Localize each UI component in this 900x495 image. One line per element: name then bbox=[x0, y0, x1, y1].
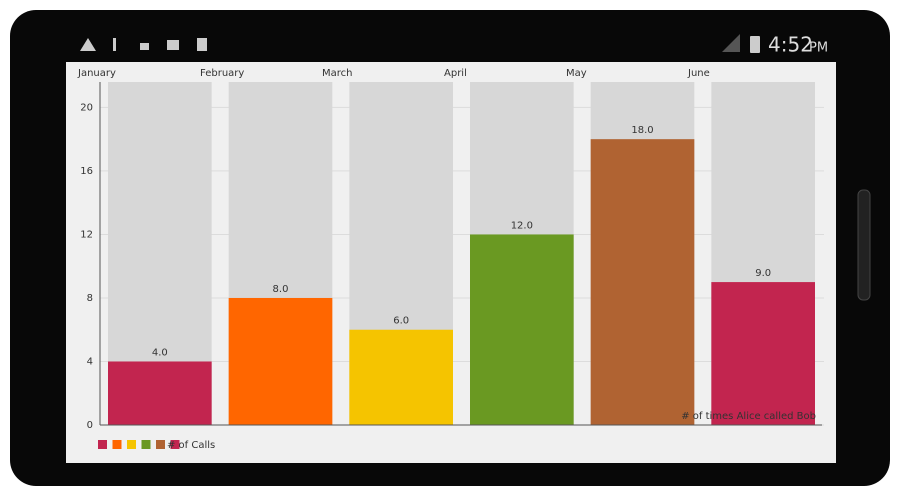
usb-icon bbox=[113, 38, 116, 51]
x-tick-label: June bbox=[687, 68, 710, 79]
y-tick-label: 8 bbox=[87, 293, 93, 304]
legend-swatch bbox=[127, 440, 136, 449]
legend-swatch bbox=[156, 440, 165, 449]
legend-swatch bbox=[112, 440, 122, 449]
x-tick-label: May bbox=[566, 68, 587, 79]
legend-label: # of Calls bbox=[167, 440, 215, 451]
bar bbox=[108, 361, 212, 425]
legend-swatch bbox=[141, 440, 151, 449]
value-label: 18.0 bbox=[631, 125, 653, 136]
x-tick-label: January bbox=[77, 68, 116, 79]
value-label: 6.0 bbox=[393, 316, 409, 327]
mail-icon bbox=[167, 40, 179, 50]
y-tick-label: 20 bbox=[80, 102, 93, 113]
y-tick-label: 12 bbox=[80, 229, 93, 240]
y-tick-label: 16 bbox=[80, 166, 93, 177]
bar bbox=[228, 297, 333, 425]
x-tick-label: March bbox=[322, 68, 352, 79]
bar bbox=[590, 139, 695, 425]
status-icons bbox=[80, 34, 760, 53]
legend-swatch bbox=[98, 440, 107, 449]
chart: 0 4 8 12 16 20 4.0 January 8.0 February 6.0 March 12… bbox=[77, 68, 824, 451]
value-label: 12.0 bbox=[511, 220, 533, 231]
value-label: 8.0 bbox=[273, 284, 289, 295]
lock-icon bbox=[140, 43, 149, 50]
clock-period: PM bbox=[809, 41, 828, 56]
signal-icon bbox=[722, 34, 740, 52]
bar bbox=[711, 282, 815, 425]
barcode-icon bbox=[197, 38, 207, 51]
y-tick-label: 0 bbox=[87, 420, 93, 431]
side-button bbox=[857, 189, 871, 301]
x-tick-label: April bbox=[444, 68, 467, 79]
y-tick-label: 4 bbox=[87, 356, 93, 367]
value-label: 9.0 bbox=[755, 268, 771, 279]
warning-icon bbox=[80, 38, 96, 51]
x-tick-label: February bbox=[200, 68, 244, 79]
bar bbox=[349, 329, 453, 425]
description: # of times Alice called Bob bbox=[681, 411, 816, 422]
clock-time: 4:52 bbox=[768, 33, 813, 57]
legend-swatch bbox=[170, 440, 180, 449]
bar bbox=[470, 234, 574, 425]
battery-icon bbox=[750, 36, 760, 53]
value-label: 4.0 bbox=[152, 347, 168, 358]
